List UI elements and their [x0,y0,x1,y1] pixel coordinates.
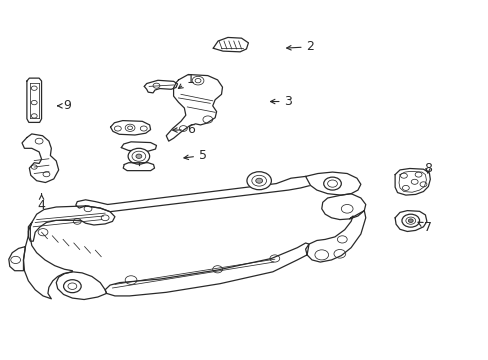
Polygon shape [305,211,365,262]
Polygon shape [105,243,308,296]
Polygon shape [321,194,365,220]
Text: 1: 1 [178,73,194,89]
Polygon shape [144,80,177,93]
Text: 9: 9 [58,99,71,112]
Circle shape [407,219,412,222]
Text: 5: 5 [183,149,206,162]
Polygon shape [56,272,106,300]
Text: 4: 4 [38,194,45,212]
Polygon shape [22,134,59,183]
Text: 3: 3 [270,95,292,108]
Polygon shape [121,142,156,151]
Polygon shape [76,176,315,212]
Circle shape [128,148,149,164]
Polygon shape [110,121,150,135]
Polygon shape [305,172,360,195]
Text: 6: 6 [172,123,194,136]
Circle shape [246,172,271,190]
Text: 8: 8 [423,162,431,175]
Circle shape [255,178,262,183]
Circle shape [63,280,81,293]
Polygon shape [123,163,154,171]
Circle shape [136,154,142,158]
Text: 7: 7 [417,221,431,234]
Polygon shape [23,222,72,299]
Polygon shape [394,168,429,195]
Circle shape [323,177,341,190]
Polygon shape [27,78,41,122]
Polygon shape [166,75,222,141]
Polygon shape [213,37,248,52]
Polygon shape [28,206,115,241]
Polygon shape [394,211,426,231]
Circle shape [401,214,419,227]
Polygon shape [9,247,25,271]
Text: 2: 2 [286,40,314,53]
